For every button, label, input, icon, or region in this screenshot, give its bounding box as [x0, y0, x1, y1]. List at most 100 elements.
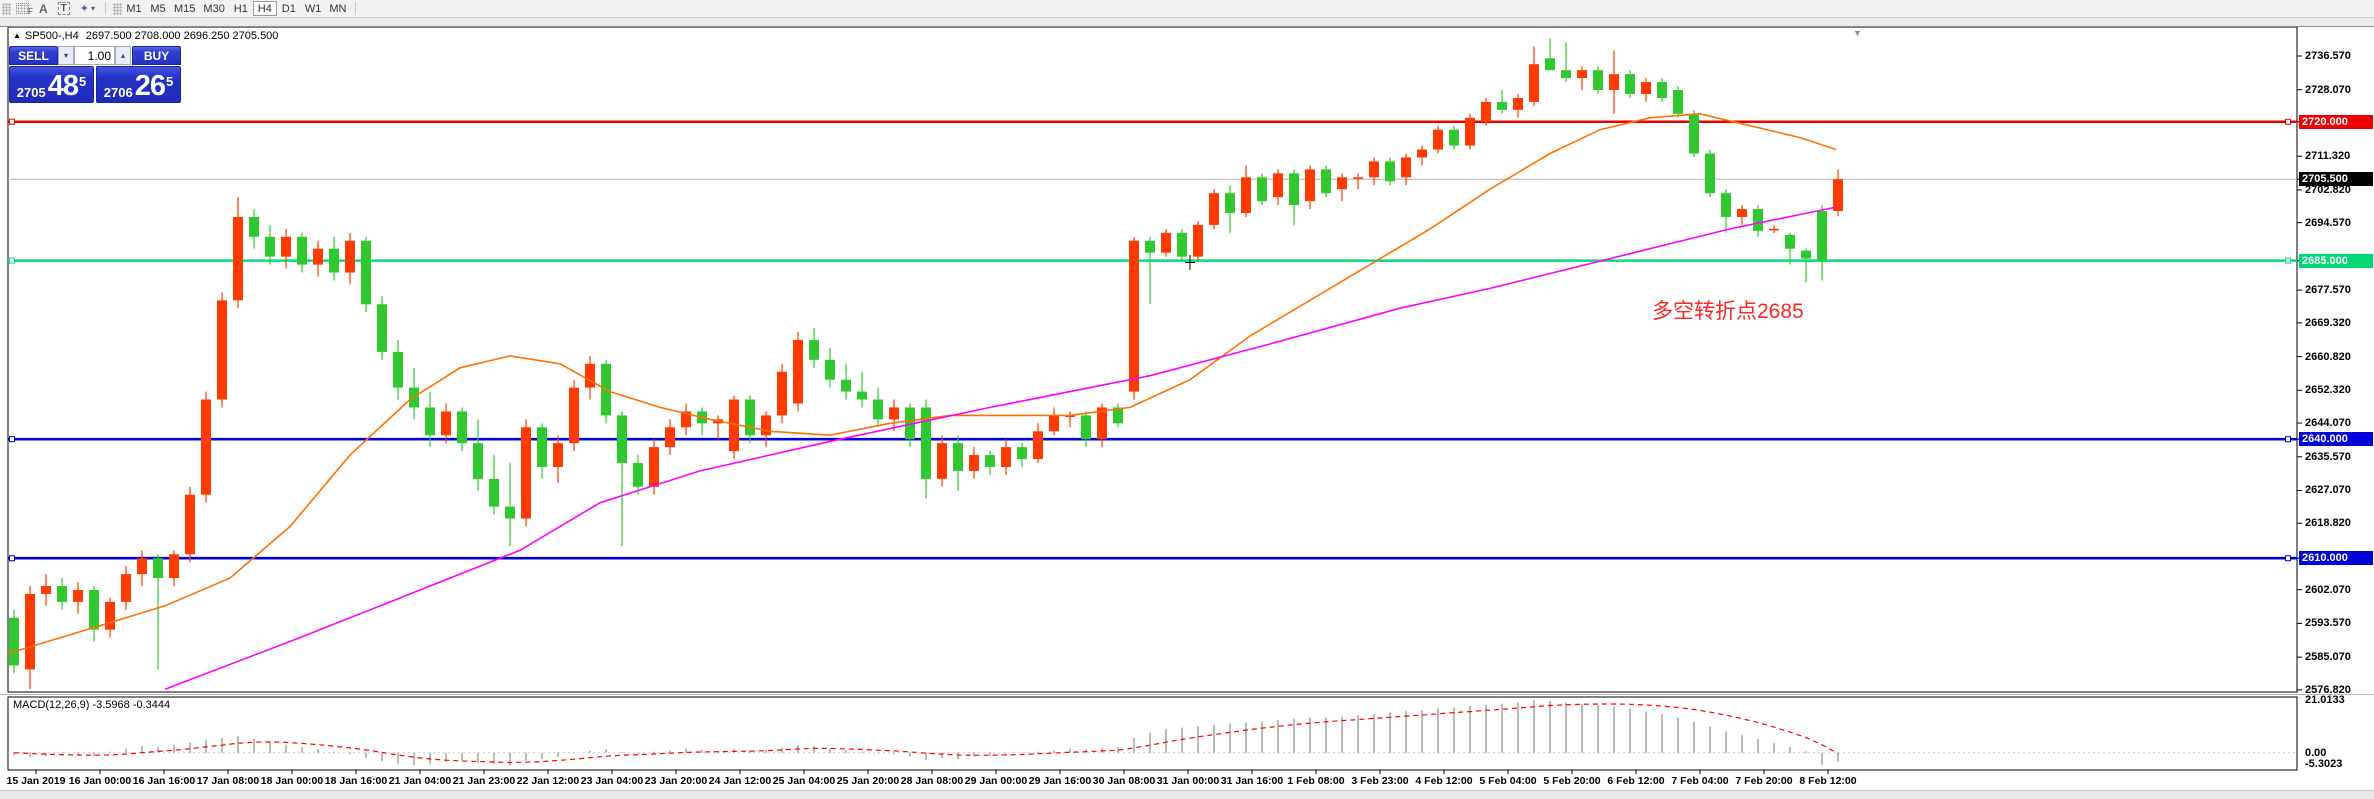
volume-decrease-button[interactable]: ▾	[58, 46, 74, 65]
candle-body	[201, 399, 211, 495]
hline-handle[interactable]	[9, 555, 15, 562]
ma-fast-line	[7, 112, 1837, 655]
candle-body	[105, 601, 115, 630]
candle-body	[1817, 211, 1827, 261]
candle-body	[825, 359, 835, 380]
candle-body	[1353, 177, 1363, 179]
sell-price-box[interactable]: 2705 48 5	[9, 66, 94, 103]
candle-body	[1465, 117, 1475, 146]
hline-handle[interactable]	[2285, 555, 2291, 562]
candle-body	[1081, 415, 1091, 440]
candle-body	[969, 455, 979, 471]
timeframe-group: M1 M5 M15 M30 H1 H4 D1 W1 MN	[122, 1, 350, 16]
timeframe-button-m5[interactable]: M5	[150, 2, 166, 15]
symbol-period-label: SP500-,H4	[24, 30, 79, 42]
candle-body	[73, 589, 83, 602]
candle-body	[425, 407, 435, 436]
timeframe-button-m15[interactable]: M15	[174, 2, 196, 15]
hline-handle[interactable]	[2285, 436, 2291, 443]
candle-body	[1257, 177, 1267, 202]
candle-body	[217, 300, 227, 400]
candle-body	[1673, 90, 1683, 114]
candle-body	[1305, 169, 1315, 202]
candle-body	[185, 494, 195, 555]
timeframe-button-mn[interactable]: MN	[329, 2, 347, 15]
candle-body	[233, 216, 243, 301]
candle-body	[1449, 129, 1459, 146]
candle-body	[1385, 161, 1395, 182]
candle-body	[521, 427, 531, 519]
candle-body	[1097, 407, 1107, 440]
candle-body	[665, 427, 675, 448]
candle-body	[473, 443, 483, 479]
chart-canvas[interactable]	[0, 27, 2374, 798]
main-plot-border	[7, 27, 2298, 693]
symbol-arrow-icon: ▲	[13, 31, 21, 40]
spinner-up-icon: ▴	[120, 51, 125, 60]
candle-body	[89, 589, 99, 630]
candle-body	[1513, 97, 1523, 110]
buy-price-box[interactable]: 2706 26 5	[96, 66, 181, 103]
candle-body	[681, 411, 691, 428]
toolbar: F A T ✦ ▾ M1 M5 M15 M30 H1 H4 D1 W1 MN	[0, 0, 2374, 18]
candle-body	[649, 447, 659, 487]
volume-input[interactable]: 1.00	[74, 46, 115, 65]
buy-price-sup: 5	[165, 74, 174, 89]
ohlc-readout: 2697.500 2708.000 2696.250 2705.500	[85, 30, 279, 42]
crosshair-marker	[1185, 255, 1195, 270]
candle-body	[137, 558, 147, 575]
candle-body	[1273, 173, 1283, 198]
candle-body	[313, 248, 323, 265]
toolbar-drag-handle-2[interactable]	[113, 2, 123, 15]
hline-handle[interactable]	[9, 257, 15, 264]
candle-body	[553, 443, 563, 467]
candle-body	[745, 399, 755, 436]
candle-body	[873, 399, 883, 420]
buy-button[interactable]: BUY	[132, 46, 181, 65]
candle-body	[793, 339, 803, 404]
arrange-glyph: ✦	[79, 3, 89, 15]
timeframe-button-h1[interactable]: H1	[233, 2, 248, 15]
candle-body	[265, 236, 275, 257]
text-label-icon[interactable]: A	[34, 1, 53, 16]
candle-body	[633, 462, 643, 487]
hline-handle[interactable]	[9, 436, 15, 443]
toolbar-drag-handle[interactable]	[2, 2, 11, 15]
chart-scrollbar[interactable]	[0, 18, 2374, 27]
volume-increase-button[interactable]: ▴	[115, 46, 131, 65]
candle-body	[1737, 209, 1747, 217]
one-click-trading-panel: SELL ▾ 1.00 ▴ BUY 2705 48 5 2706 26 5	[9, 46, 181, 103]
candle-body	[1689, 113, 1699, 154]
candle-body	[1433, 129, 1443, 150]
snap-grid-icon[interactable]: F	[11, 1, 34, 16]
ma-slow-line	[164, 206, 1837, 690]
hline-handle[interactable]	[2285, 257, 2291, 264]
hline-handle[interactable]	[9, 118, 15, 125]
candle-body	[281, 236, 291, 257]
text-box-icon[interactable]: T	[53, 1, 75, 16]
candle-body	[1529, 64, 1539, 102]
chart-title: ▲ SP500-,H4 2697.500 2708.000 2696.250 270…	[13, 30, 278, 42]
hline-handle[interactable]	[2285, 118, 2291, 125]
candle-body	[25, 593, 35, 670]
chart-window: ▲ SP500-,H4 2697.500 2708.000 2696.250 270…	[0, 27, 2374, 799]
candle-body	[1017, 447, 1027, 460]
arrange-icon[interactable]: ✦ ▾	[75, 1, 100, 16]
timeframe-button-m1[interactable]: M1	[126, 2, 142, 15]
bottom-strip	[0, 790, 2374, 799]
candle-body	[249, 216, 259, 237]
candle-body	[857, 391, 867, 400]
timeframe-button-h4[interactable]: H4	[252, 1, 277, 16]
timeframe-button-m30[interactable]: M30	[203, 2, 225, 15]
candle-body	[761, 415, 771, 436]
timeframe-button-w1[interactable]: W1	[304, 2, 322, 15]
candle-body	[1225, 193, 1235, 214]
chart-shift-marker-icon[interactable]: ▼	[1853, 28, 1862, 38]
sell-button[interactable]: SELL	[9, 46, 58, 65]
candle-body	[1049, 415, 1059, 432]
timeframe-button-d1[interactable]: D1	[281, 2, 296, 15]
candle-body	[889, 407, 899, 420]
text-label-glyph: A	[39, 1, 48, 16]
candle-body	[1641, 82, 1651, 94]
candle-body	[41, 586, 51, 594]
